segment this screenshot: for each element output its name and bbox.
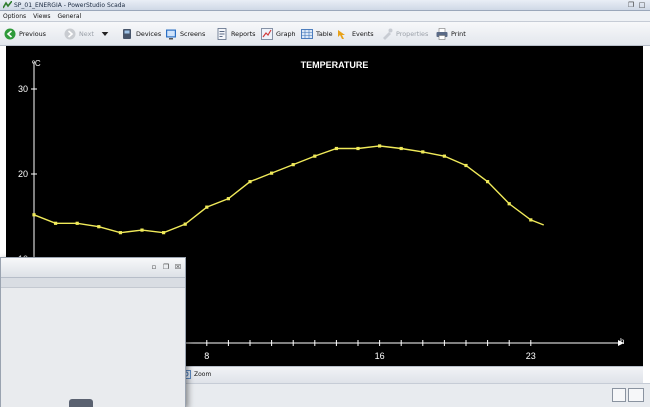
next-label: Next bbox=[79, 30, 94, 38]
secondary-restore-icon[interactable]: ❐ bbox=[162, 263, 170, 271]
properties-button[interactable]: Properties bbox=[381, 27, 428, 41]
events-button[interactable]: Events bbox=[337, 27, 374, 41]
events-icon bbox=[338, 30, 345, 39]
title-bar: SP_01_ENERGIA - PowerStudio Scada ❐ □ bbox=[0, 0, 650, 11]
properties-icon bbox=[383, 28, 393, 40]
events-label: Events bbox=[352, 30, 374, 38]
screens-label: Screens bbox=[180, 30, 206, 38]
temperature-point[interactable] bbox=[75, 221, 79, 225]
menu-general[interactable]: General bbox=[57, 13, 82, 20]
temperature-point[interactable] bbox=[313, 154, 317, 158]
temperature-series-line bbox=[33, 145, 545, 234]
printer-icon bbox=[436, 28, 448, 40]
back-arrow-icon bbox=[4, 28, 16, 40]
status-indicator-icon[interactable] bbox=[612, 388, 626, 402]
secondary-close-icon[interactable]: ☒ bbox=[174, 263, 182, 271]
secondary-window-body bbox=[1, 288, 185, 407]
chart-title: TEMPERATURE bbox=[300, 60, 369, 70]
temperature-point[interactable] bbox=[270, 171, 274, 175]
y-axis-unit: ºC bbox=[32, 59, 41, 68]
x-axis-arrow bbox=[618, 340, 624, 346]
table-button[interactable]: Table bbox=[301, 27, 333, 41]
temperature-point[interactable] bbox=[248, 180, 252, 184]
temperature-point[interactable] bbox=[118, 231, 122, 235]
next-button[interactable]: Next bbox=[64, 27, 94, 41]
graph-label: Graph bbox=[276, 30, 296, 38]
temperature-point[interactable] bbox=[442, 154, 446, 158]
table-icon bbox=[301, 29, 313, 39]
menu-views[interactable]: Views bbox=[33, 13, 51, 20]
devices-label: Devices bbox=[136, 30, 162, 38]
menu-options[interactable]: Options bbox=[3, 13, 27, 20]
temperature-point[interactable] bbox=[529, 218, 533, 222]
status-field bbox=[628, 388, 644, 402]
temperature-point[interactable] bbox=[507, 202, 511, 206]
restore-icon[interactable]: ❐ bbox=[627, 1, 635, 9]
graph-button[interactable]: Graph bbox=[261, 27, 296, 41]
zoom-button[interactable]: Zoom bbox=[182, 370, 211, 379]
zoom-label: Zoom bbox=[194, 371, 212, 378]
temperature-point[interactable] bbox=[334, 146, 338, 151]
reports-icon bbox=[217, 28, 227, 40]
print-button[interactable]: Print bbox=[436, 27, 466, 41]
devices-button[interactable]: Devices bbox=[121, 27, 161, 41]
temperature-point[interactable] bbox=[54, 221, 58, 225]
temperature-point[interactable] bbox=[162, 231, 166, 235]
screens-button[interactable]: Screens bbox=[165, 27, 205, 41]
print-label: Print bbox=[451, 30, 466, 38]
secondary-window-toolbar bbox=[1, 278, 185, 288]
maximize-icon[interactable]: □ bbox=[638, 1, 646, 9]
x-tick-label: 8 bbox=[204, 351, 209, 361]
forward-arrow-icon bbox=[64, 28, 76, 40]
temperature-point[interactable] bbox=[464, 163, 468, 168]
temperature-point[interactable] bbox=[205, 205, 209, 209]
temperature-point[interactable] bbox=[421, 150, 425, 154]
y-tick-label: 30 bbox=[18, 84, 28, 94]
menu-bar: Options Views General bbox=[0, 11, 650, 22]
devices-icon bbox=[123, 29, 131, 39]
temperature-point[interactable] bbox=[486, 180, 490, 184]
properties-label: Properties bbox=[396, 30, 429, 38]
temperature-point[interactable] bbox=[378, 144, 382, 148]
previous-label: Previous bbox=[19, 30, 47, 38]
window-title: SP_01_ENERGIA - PowerStudio Scada bbox=[14, 2, 126, 9]
temperature-point[interactable] bbox=[356, 146, 360, 151]
x-tick-label: 23 bbox=[526, 351, 536, 361]
temperature-point[interactable] bbox=[399, 146, 403, 151]
temperature-point[interactable] bbox=[97, 225, 101, 229]
x-tick-label: 16 bbox=[375, 351, 385, 361]
reports-button[interactable]: Reports bbox=[216, 27, 256, 41]
temperature-point[interactable] bbox=[226, 197, 230, 201]
screens-icon bbox=[166, 29, 176, 40]
table-label: Table bbox=[316, 30, 333, 38]
secondary-minimize-icon[interactable]: ▫ bbox=[151, 263, 157, 271]
temperature-point[interactable] bbox=[183, 222, 187, 226]
temperature-point[interactable] bbox=[140, 228, 144, 232]
temperature-point[interactable] bbox=[291, 163, 295, 167]
y-tick-label: 20 bbox=[18, 169, 28, 179]
x-axis-unit: h bbox=[620, 337, 624, 346]
graph-icon bbox=[261, 28, 273, 40]
secondary-window[interactable]: ▫ ❐ ☒ bbox=[0, 257, 186, 407]
app-logo-icon bbox=[3, 1, 12, 9]
toolbar: Previous Next Devices bbox=[0, 22, 650, 46]
gear-icon[interactable] bbox=[69, 399, 93, 407]
secondary-window-titlebar[interactable]: ▫ ❐ ☒ bbox=[1, 258, 185, 278]
history-dropdown[interactable] bbox=[101, 27, 109, 41]
reports-label: Reports bbox=[231, 30, 256, 38]
previous-button[interactable]: Previous bbox=[4, 27, 46, 41]
chevron-down-icon bbox=[101, 32, 109, 36]
temperature-point[interactable] bbox=[32, 213, 36, 217]
